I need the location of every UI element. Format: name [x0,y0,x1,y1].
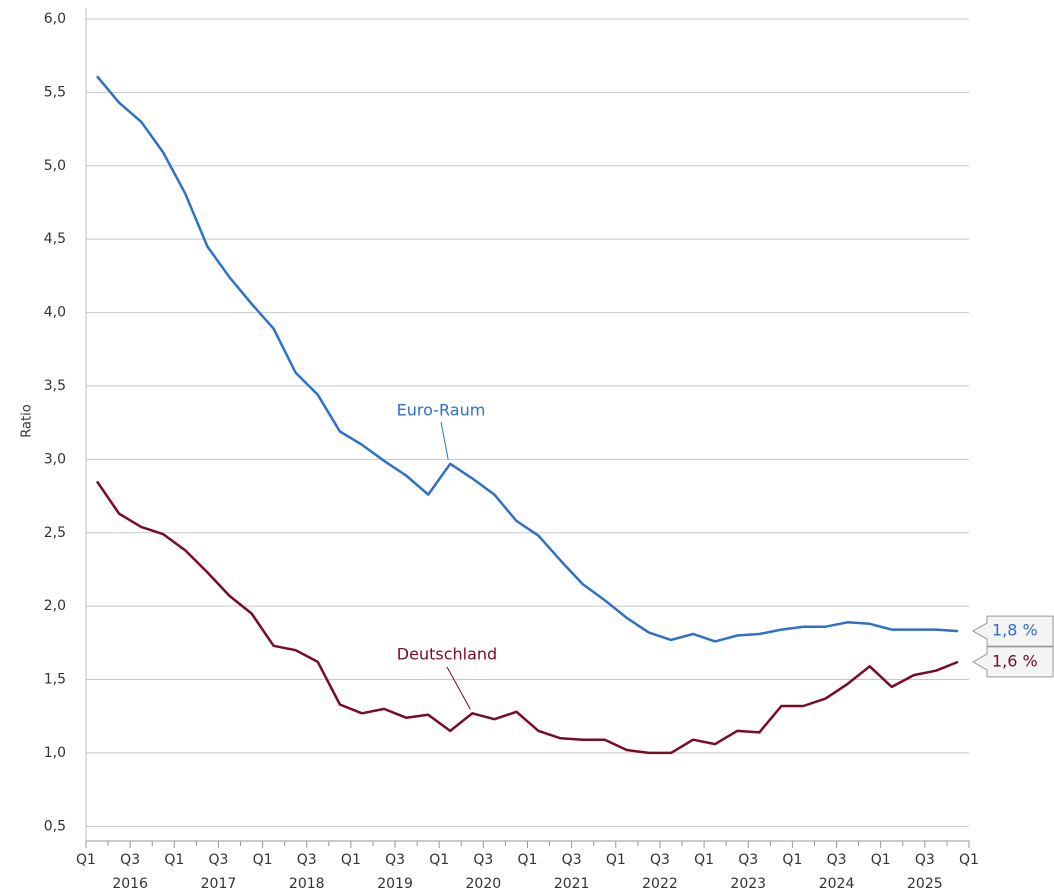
y-tick-label: 5,0 [44,158,66,174]
y-tick-label: 2,5 [44,525,66,541]
y-tick-label: 1,0 [44,745,66,761]
year-label: 2019 [377,876,413,891]
y-tick-label: 6,0 [44,11,66,27]
x-tick-label: Q3 [385,852,405,868]
x-tick-label: Q3 [915,852,935,868]
y-tick-label: 5,5 [44,84,66,100]
x-tick-label: Q1 [253,852,273,868]
end-label: 1,6 % [992,651,1038,670]
year-label: 2022 [642,876,678,891]
x-tick-label: Q1 [871,852,891,868]
x-tick-label: Q3 [650,852,670,868]
year-label: 2025 [907,876,943,891]
end-label: 1,8 % [992,621,1038,640]
y-tick-label: 4,5 [44,231,66,247]
x-tick-label: Q3 [827,852,847,868]
end-label-box [971,646,1054,678]
series-annotation: Euro-Raum [397,401,486,420]
year-label: 2017 [201,876,237,891]
x-tick-label: Q1 [518,852,538,868]
annotation-leader [446,666,471,710]
x-tick-label: Q1 [959,852,979,868]
year-label: 2023 [730,876,766,891]
x-tick-label: Q3 [473,852,493,868]
year-label: 2016 [112,876,148,891]
y-tick-label: 4,0 [44,305,66,321]
x-tick-label: Q1 [76,852,96,868]
end-label-box [971,615,1054,647]
x-tick-label: Q1 [694,852,714,868]
x-tick-label: Q3 [120,852,140,868]
y-axis-label: Ratio [20,404,35,437]
series-annotation: Deutschland [397,645,497,664]
year-label: 2018 [289,876,325,891]
y-tick-label: 3,0 [44,451,66,467]
x-tick-label: Q1 [429,852,449,868]
y-tick-label: 3,5 [44,378,66,394]
line-series [96,75,959,643]
x-tick-label: Q3 [208,852,228,868]
x-tick-label: Q1 [606,852,626,868]
x-tick-label: Q3 [738,852,758,868]
x-tick-label: Q1 [341,852,361,868]
year-label: 2020 [466,876,502,891]
y-tick-label: 2,0 [44,598,66,614]
x-tick-label: Q3 [297,852,317,868]
y-tick-label: 1,5 [44,672,66,688]
line-series [95,480,959,755]
year-label: 2021 [554,876,590,891]
y-tick-label: 0,5 [44,818,66,834]
x-tick-label: Q3 [562,852,582,868]
x-tick-label: Q1 [164,852,184,868]
annotation-leader [440,421,449,460]
year-label: 2024 [819,876,855,891]
x-tick-label: Q1 [782,852,802,868]
